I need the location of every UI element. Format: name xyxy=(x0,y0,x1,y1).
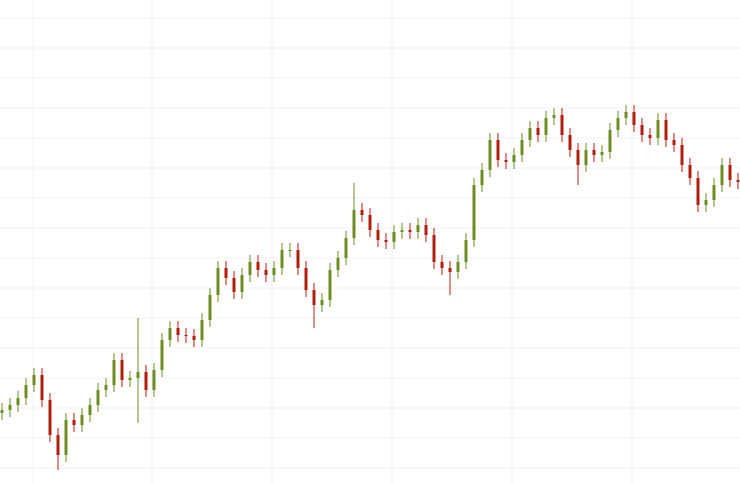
candle-body xyxy=(632,112,636,125)
candle-body xyxy=(536,128,540,135)
candle-body xyxy=(408,230,412,232)
candle-body xyxy=(48,400,52,435)
candle-body xyxy=(592,150,596,155)
candle-body xyxy=(496,140,500,160)
candle-body xyxy=(424,225,428,235)
candle-body xyxy=(712,185,716,200)
candle-body xyxy=(720,165,724,185)
candle-body xyxy=(696,178,700,205)
candle-body xyxy=(544,118,548,135)
candle-body xyxy=(512,155,516,162)
candle-body xyxy=(0,410,4,413)
candle-body xyxy=(384,240,388,242)
candle-body xyxy=(464,240,468,262)
candle-body xyxy=(232,278,236,292)
candle-body xyxy=(352,210,356,238)
candle-body xyxy=(448,268,452,272)
candle-body xyxy=(368,215,372,230)
candle-body xyxy=(216,268,220,295)
candle-body xyxy=(40,375,44,400)
candle-body xyxy=(456,262,460,272)
candle-body xyxy=(312,290,316,305)
candle-body xyxy=(64,420,68,455)
candle-body xyxy=(176,328,180,335)
candle-body xyxy=(432,235,436,262)
candle-body xyxy=(728,165,732,180)
candle-body xyxy=(616,118,620,130)
candle-body xyxy=(528,128,532,140)
candle-body xyxy=(144,372,148,390)
candle-body xyxy=(32,375,36,385)
candle-body xyxy=(584,150,588,165)
candle-body xyxy=(72,420,76,425)
candle-body xyxy=(680,145,684,165)
candle-body xyxy=(656,120,660,138)
candle-body xyxy=(320,300,324,305)
candle-body xyxy=(344,238,348,258)
candle-body xyxy=(288,250,292,251)
candle-body xyxy=(152,370,156,390)
candle-body xyxy=(224,268,228,278)
candle-body xyxy=(8,405,12,410)
candle-body xyxy=(200,320,204,340)
candle-body xyxy=(560,115,564,135)
candle-body xyxy=(376,230,380,240)
candle-body xyxy=(672,140,676,145)
candle-body xyxy=(56,435,60,455)
candle-body xyxy=(664,120,668,140)
candle-body xyxy=(360,210,364,215)
candle-body xyxy=(240,275,244,292)
candle-body xyxy=(608,130,612,152)
candle-body xyxy=(688,165,692,178)
candle-body xyxy=(16,398,20,405)
candle-body xyxy=(280,250,284,268)
candle-body xyxy=(120,360,124,380)
candle-body xyxy=(184,335,188,336)
candle-body xyxy=(392,232,396,242)
candle-body xyxy=(96,390,100,405)
candle-body xyxy=(24,385,28,398)
candle-body xyxy=(568,135,572,150)
candle-body xyxy=(248,262,252,275)
candle-body xyxy=(520,140,524,155)
candle-body xyxy=(704,200,708,205)
candle-body xyxy=(272,268,276,275)
candle-body xyxy=(328,270,332,300)
candle-body xyxy=(624,112,628,118)
candle-body xyxy=(264,270,268,275)
candle-body xyxy=(600,152,604,155)
candle-body xyxy=(416,225,420,232)
candle-body xyxy=(88,405,92,415)
candle-body xyxy=(576,150,580,165)
candle-body xyxy=(648,135,652,138)
candle-body xyxy=(256,262,260,270)
candle-body xyxy=(160,340,164,370)
candle-body xyxy=(168,328,172,340)
candle-body xyxy=(504,160,508,162)
candle-body xyxy=(296,250,300,268)
candle-body xyxy=(480,170,484,185)
candle-body xyxy=(128,378,132,380)
candle-body xyxy=(104,385,108,390)
candle-body xyxy=(640,125,644,135)
candle-body xyxy=(112,360,116,385)
candle-body xyxy=(552,115,556,118)
candle-body xyxy=(80,415,84,425)
candle-body xyxy=(304,268,308,290)
candle-body xyxy=(208,295,212,320)
candle-body xyxy=(400,230,404,232)
candle-body xyxy=(736,180,740,182)
candle-body xyxy=(488,140,492,170)
candle-body xyxy=(336,258,340,270)
candle-body xyxy=(136,372,140,378)
candle-body xyxy=(192,336,196,340)
candle-body xyxy=(472,185,476,240)
candle-body xyxy=(440,262,444,268)
